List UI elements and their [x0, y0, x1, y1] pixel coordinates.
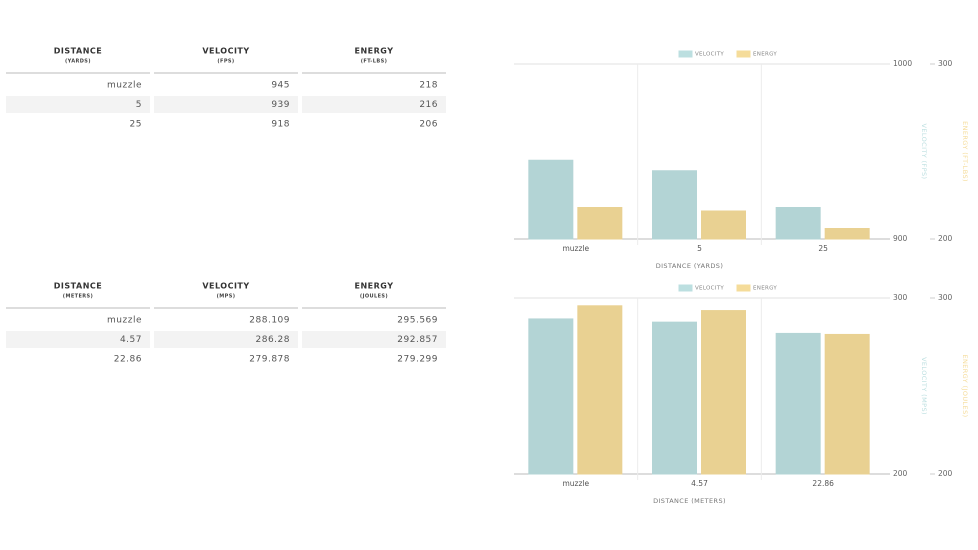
row-stripe: [6, 96, 150, 113]
column-header: DISTANCE: [54, 282, 102, 291]
table-cell: 945: [271, 81, 290, 91]
y2-axis-title: ENERGY (FT-LBS): [961, 121, 969, 182]
table-cell: 4.57: [120, 335, 142, 345]
y-axis-title: VELOCITY (FPS): [920, 124, 928, 180]
bar: [652, 321, 697, 475]
table-cell: 286.28: [256, 335, 291, 345]
column-unit: (METERS): [63, 294, 93, 300]
y-tick-label: 1000: [893, 59, 912, 68]
table-cell: 25: [130, 120, 142, 130]
y2-tick-label: 200: [938, 469, 953, 478]
row-stripe: [6, 331, 150, 348]
bar: [528, 318, 574, 475]
column-header: DISTANCE: [54, 47, 102, 56]
bar: [652, 170, 697, 240]
y-axis-title: VELOCITY (MPS): [920, 357, 928, 415]
column-unit: (FT-LBS): [361, 59, 388, 65]
legend-swatch: [678, 284, 693, 292]
table-cell: muzzle: [107, 81, 142, 91]
table-cell: 279.299: [397, 355, 438, 365]
legend-swatch: [736, 284, 751, 292]
table-cell: 292.857: [397, 335, 438, 345]
column-unit: (MPS): [217, 294, 236, 300]
x-tick-label: muzzle: [563, 244, 590, 253]
table-cell: 206: [419, 120, 438, 130]
bar: [775, 332, 821, 475]
legend-label: VELOCITY: [695, 286, 724, 292]
column-unit: (JOULES): [360, 294, 388, 300]
row-stripe: [302, 331, 446, 348]
row-stripe: [302, 96, 446, 113]
y-tick-label: 900: [893, 234, 908, 243]
bar: [577, 207, 623, 240]
x-tick-label: 25: [818, 244, 828, 253]
column-header: ENERGY: [355, 282, 394, 291]
x-tick-label: 22.86: [812, 479, 834, 488]
x-tick-label: 5: [697, 244, 702, 253]
legend-label: ENERGY: [753, 52, 777, 58]
table-cell: 218: [419, 81, 438, 91]
column-header: ENERGY: [355, 47, 394, 56]
table-cell: 216: [419, 100, 438, 110]
bar: [528, 159, 574, 240]
table-cell: 288.109: [249, 316, 290, 326]
legend-swatch: [678, 50, 693, 58]
column-unit: (FPS): [217, 59, 234, 65]
y-tick-label: 200: [893, 469, 908, 478]
bar: [824, 333, 870, 475]
table-cell: 5: [136, 100, 142, 110]
legend-label: VELOCITY: [695, 52, 724, 58]
bar: [701, 310, 746, 475]
table-cell: muzzle: [107, 316, 142, 326]
table-cell: 939: [271, 100, 290, 110]
x-tick-label: muzzle: [563, 479, 590, 488]
y2-tick-label: 200: [938, 234, 953, 243]
y2-axis-title: ENERGY (JOULES): [961, 354, 969, 417]
table-cell: 918: [271, 120, 290, 130]
table-cell: 22.86: [114, 355, 142, 365]
x-axis-title: DISTANCE (METERS): [653, 497, 726, 505]
x-axis-title: DISTANCE (YARDS): [656, 262, 724, 270]
bar: [701, 210, 746, 240]
bar: [824, 228, 870, 240]
bar: [775, 207, 821, 240]
legend-label: ENERGY: [753, 286, 777, 292]
column-header: VELOCITY: [202, 282, 249, 291]
table-cell: 279.878: [249, 355, 290, 365]
row-stripe: [154, 331, 298, 348]
table-cell: 295.569: [397, 316, 438, 326]
row-stripe: [154, 96, 298, 113]
bar: [577, 305, 623, 475]
column-unit: (YARDS): [65, 59, 91, 65]
y-tick-label: 300: [893, 293, 908, 302]
column-header: VELOCITY: [202, 47, 249, 56]
legend-swatch: [736, 50, 751, 58]
y2-tick-label: 300: [938, 293, 953, 302]
y2-tick-label: 300: [938, 59, 953, 68]
x-tick-label: 4.57: [691, 479, 708, 488]
